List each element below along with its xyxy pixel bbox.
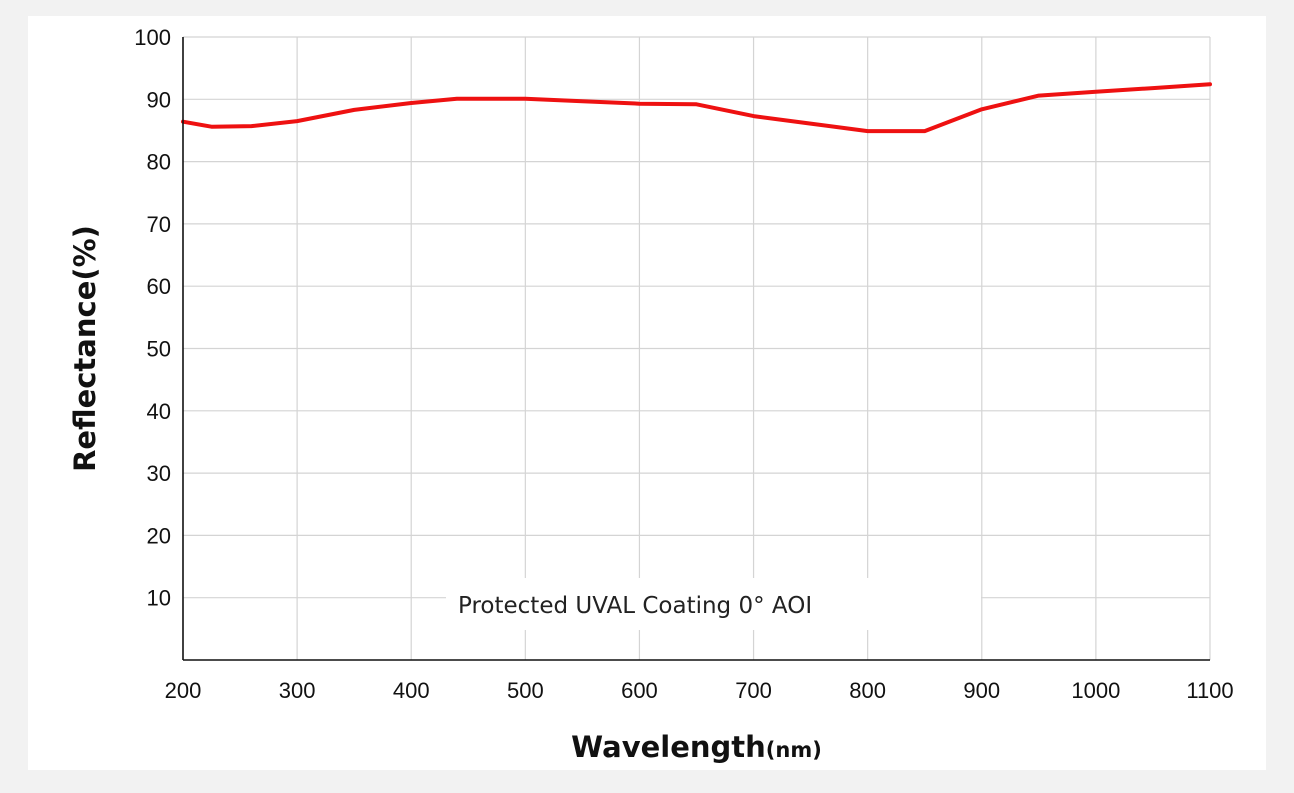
chart-annotation: Protected UVAL Coating 0° AOI [458, 593, 812, 619]
y-tick-label: 50 [147, 337, 171, 362]
y-tick-label: 40 [147, 399, 171, 424]
y-tick-label: 100 [134, 25, 171, 50]
y-tick-label: 20 [147, 523, 171, 548]
series-line [181, 82, 1212, 134]
reflectance-chart: Protected UVAL Coating 0° AOI 200 300 400 5… [68, 25, 1234, 764]
x-tick-label: 300 [279, 678, 316, 703]
x-tick-label: 200 [165, 678, 202, 703]
y-axis-label: Reflectance(%) [68, 225, 102, 472]
x-tick-label: 1100 [1186, 678, 1233, 703]
x-tick-label: 900 [963, 678, 1000, 703]
y-tick-label: 90 [147, 87, 171, 112]
x-tick-label: 600 [621, 678, 658, 703]
y-tick-label: 60 [147, 274, 171, 299]
x-axis-label-unit: (nm) [766, 738, 822, 762]
annotation-background [446, 578, 981, 630]
y-tick-label: 30 [147, 461, 171, 486]
y-tick-label: 80 [147, 150, 171, 175]
y-tick-label: 70 [147, 212, 171, 237]
x-tick-label: 500 [507, 678, 544, 703]
x-axis-label: Wavelength(nm) [571, 730, 822, 764]
x-axis-label-main: Wavelength [571, 730, 766, 764]
x-tick-label: 400 [393, 678, 430, 703]
x-tick-label: 800 [849, 678, 886, 703]
x-tick-label: 700 [735, 678, 772, 703]
y-tick-label: 10 [147, 586, 171, 611]
x-tick-label: 1000 [1071, 678, 1120, 703]
chart-panel: Protected UVAL Coating 0° AOI 200 300 400 5… [28, 16, 1266, 770]
